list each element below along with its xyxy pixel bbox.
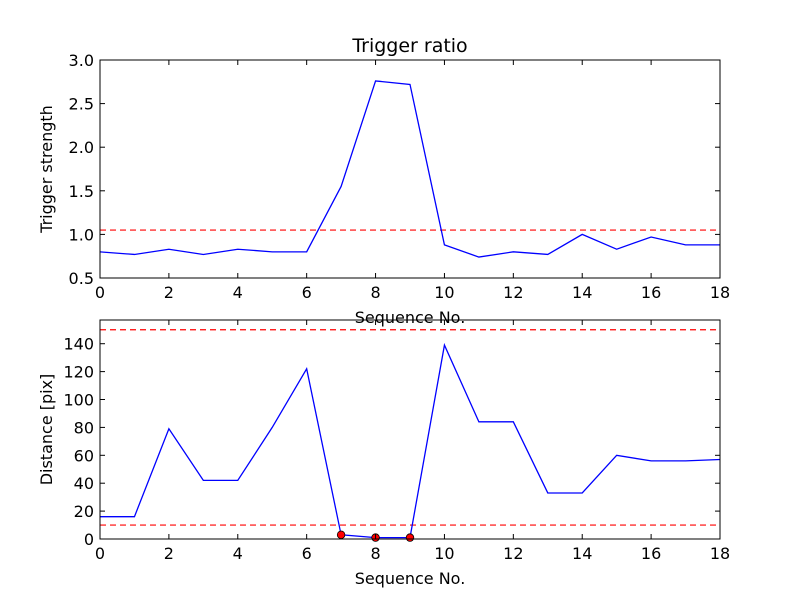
trigger-x-tick-label-1: 2 (164, 283, 174, 302)
trigger-ratio-plot: 0 2 4 6 8 10 12 14 16 18 0.5 1.0 1.5 2.0 2.5 3.0 Trigger… (37, 35, 730, 327)
distance-x-axis-label: Sequence No. (355, 569, 466, 588)
trigger-y-tick-label-5: 3.0 (69, 51, 94, 70)
trigger-chart-title: Trigger ratio (351, 35, 467, 57)
distance-x-tick-label-4: 8 (370, 544, 380, 563)
distance-x-tick-label-9: 18 (710, 544, 730, 563)
trigger-x-axis-label: Sequence No. (355, 308, 466, 327)
trigger-x-tick-label-0: 0 (95, 283, 105, 302)
trigger-y-tick-label-0: 0.5 (69, 269, 94, 288)
trigger-x-tick-label-9: 18 (710, 283, 730, 302)
distance-y-tick-label-0: 0 (84, 530, 94, 549)
distance-x-tick-label-8: 16 (641, 544, 661, 563)
distance-axes-frame (99, 319, 721, 540)
trigger-y-tick-label-4: 2.5 (69, 95, 94, 114)
trigger-x-tick-label-4: 8 (370, 283, 380, 302)
distance-x-tick-label-1: 2 (164, 544, 174, 563)
distance-x-tick-label-2: 4 (233, 544, 243, 563)
trigger-x-tick-label-2: 4 (233, 283, 243, 302)
trigger-y-tick-label-1: 1.0 (69, 225, 94, 244)
trigger-series-line-0 (99, 80, 720, 258)
distance-y-tick-label-3: 60 (74, 446, 94, 465)
trigger-axes-frame (99, 59, 721, 279)
trigger-x-tick-label-8: 16 (641, 283, 661, 302)
trigger-y-tick-label-3: 2.0 (69, 138, 94, 157)
distance-marker-point-0 (336, 530, 346, 540)
trigger-y-tick-label-2: 1.5 (69, 182, 94, 201)
distance-y-tick-label-4: 80 (74, 418, 94, 437)
distance-x-tick-label-6: 12 (503, 544, 523, 563)
trigger-x-tick-label-3: 6 (302, 283, 312, 302)
trigger-y-axis-label: Trigger strength (37, 105, 56, 234)
distance-y-axis-label: Distance [pix] (37, 374, 56, 486)
distance-x-tick-label-0: 0 (95, 544, 105, 563)
distance-x-tick-label-3: 6 (302, 544, 312, 563)
trigger-x-tick-label-6: 12 (503, 283, 523, 302)
trigger-x-tick-label-7: 14 (572, 283, 592, 302)
distance-y-tick-label-5: 100 (63, 391, 94, 410)
distance-y-tick-label-1: 20 (74, 502, 94, 521)
distance-plot: 0 2 4 6 8 10 12 14 16 18 0 20 40 60 80 100 120 140 Sequenc… (37, 319, 730, 588)
distance-y-tick-label-2: 40 (74, 474, 94, 493)
distance-marker-point-2 (405, 533, 415, 542)
distance-x-tick-label-7: 14 (572, 544, 592, 563)
trigger-x-tick-label-5: 10 (434, 283, 454, 302)
distance-y-tick-label-7: 140 (63, 335, 94, 354)
distance-x-tick-label-5: 10 (434, 544, 454, 563)
distance-y-tick-label-6: 120 (63, 363, 94, 382)
